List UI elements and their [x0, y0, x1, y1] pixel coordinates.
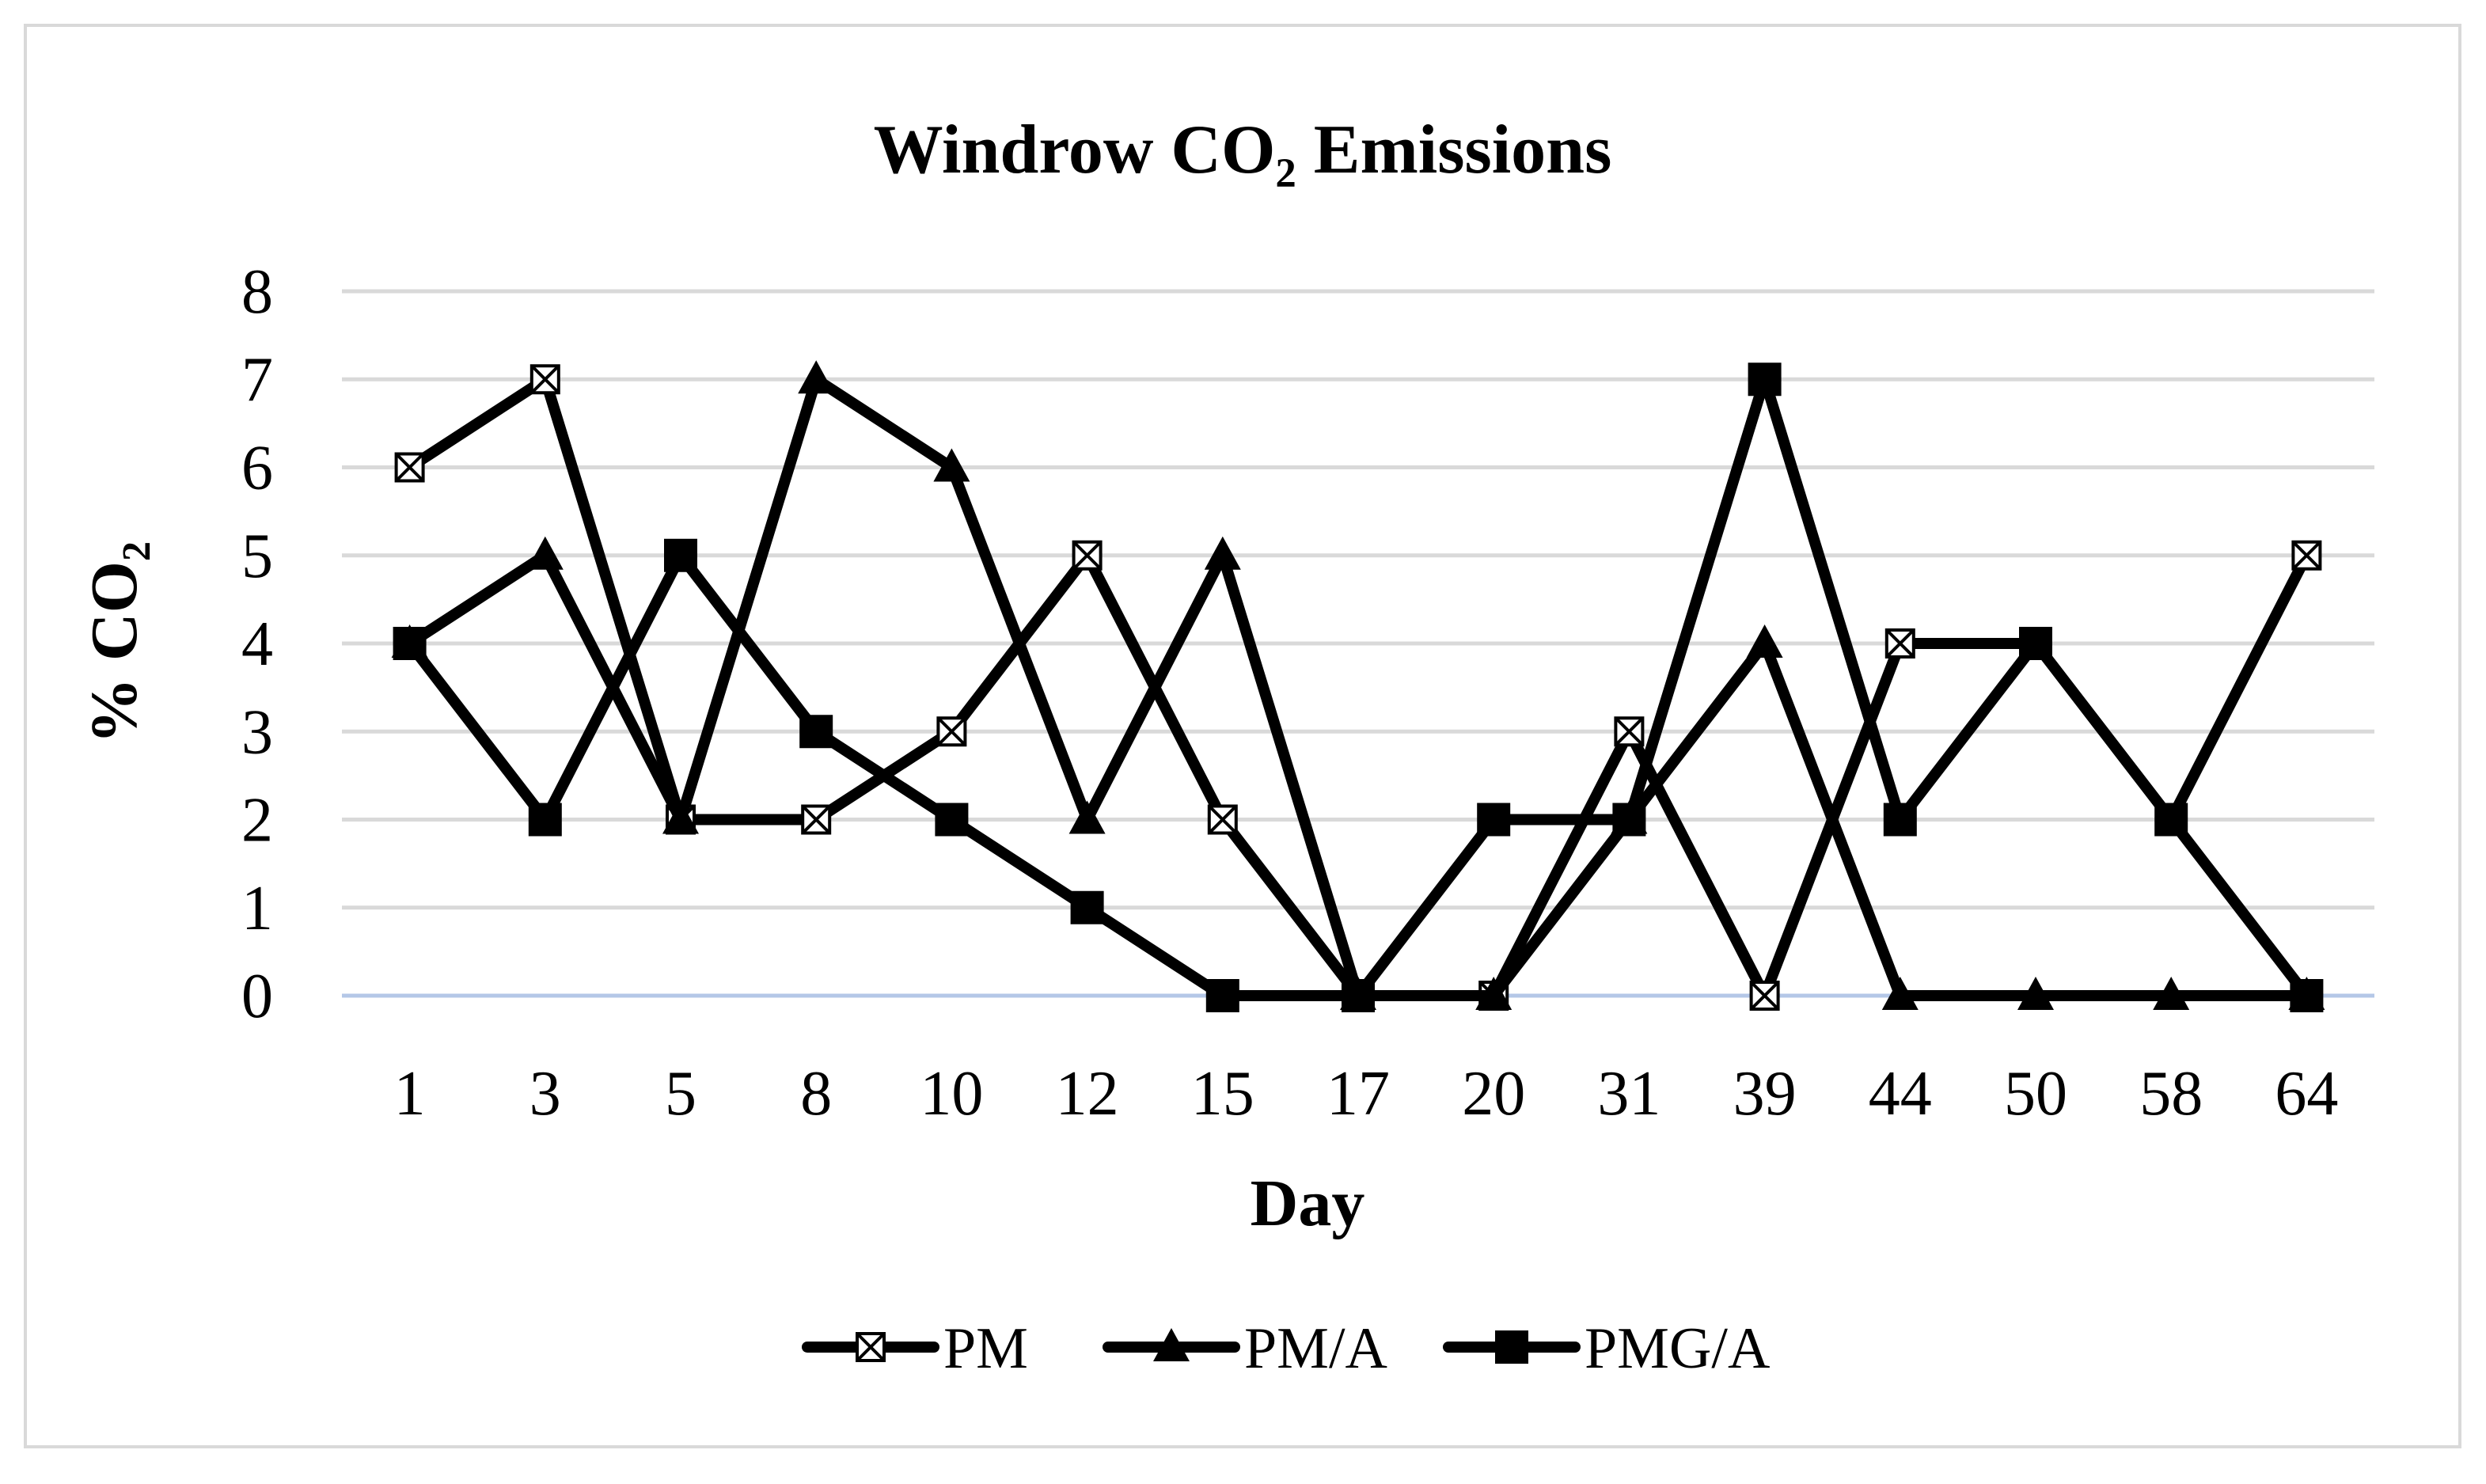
legend-item-pm: PM: [802, 1316, 1028, 1381]
marker-cross-b: [1885, 628, 1915, 659]
marker-cross-b: [1072, 541, 1103, 571]
data-point-pm-a: [1475, 977, 1512, 1010]
data-point-pmg-a: [2290, 979, 2324, 1012]
data-point-pm-a: [933, 448, 970, 482]
data-point-pm-a: [1881, 977, 1919, 1010]
marker-cross-b: [936, 716, 966, 746]
data-point-pm-a: [1204, 536, 1241, 570]
chart-frame: [24, 24, 2461, 1448]
data-point-pm: [2291, 540, 2322, 571]
data-point-pm-a: [1746, 624, 1783, 658]
legend: PM PM/A PMG/A: [802, 1316, 1770, 1381]
data-point-pm-a: [526, 536, 564, 570]
x-tick-label: 8: [800, 1059, 832, 1129]
data-point-pm: [1207, 804, 1238, 835]
series-line-pm: [404, 374, 2313, 1001]
x-axis-ticks: 1 3 5 8 10 12 15 17 20 31 39 44 50 58 64: [394, 1059, 2339, 1129]
data-point-pm-a: [662, 800, 699, 834]
data-point-pmg-a: [393, 627, 427, 660]
data-point-pmg-a: [1748, 362, 1782, 397]
series-pmg-a: [393, 362, 2324, 1012]
data-point-pm: [936, 716, 967, 747]
series-pm: [394, 364, 2322, 1011]
legend-marker-pm: [856, 1332, 886, 1362]
x-tick-label: 50: [2004, 1059, 2067, 1129]
data-point-pmg-a: [1883, 803, 1917, 837]
y-tick-label: 5: [241, 522, 273, 591]
data-point-pmg-a: [664, 538, 697, 572]
data-point-pmg-a: [1612, 803, 1646, 837]
data-point-pmg-a: [1205, 979, 1239, 1012]
data-point-pmg-a: [935, 803, 969, 837]
grid-lines: [342, 289, 2374, 998]
y-tick-label: 2: [241, 786, 273, 856]
legend-label-pm: PM: [943, 1316, 1028, 1381]
y-tick-label: 3: [241, 697, 273, 767]
series-pm-a: [391, 360, 2325, 1010]
marker-cross-b: [2291, 541, 2321, 571]
x-tick-label: 31: [1597, 1059, 1660, 1129]
x-tick-label: 1: [394, 1059, 426, 1129]
data-point-pm-a: [2017, 977, 2054, 1010]
data-point-pmg-a: [2154, 803, 2188, 837]
x-tick-label: 44: [1869, 1059, 1932, 1129]
x-tick-label: 64: [2275, 1059, 2338, 1129]
data-point-pm: [1072, 540, 1103, 571]
x-tick-label: 15: [1191, 1059, 1254, 1129]
data-point-pmg-a: [1477, 803, 1511, 837]
series-line-pm-a: [404, 374, 2313, 1001]
data-point-pm: [394, 452, 425, 483]
data-point-pm: [1614, 716, 1645, 747]
x-tick-label: 3: [529, 1059, 561, 1129]
y-tick-label: 0: [241, 962, 273, 1031]
data-point-pm-a: [2153, 977, 2190, 1010]
data-point-pm: [529, 364, 560, 395]
legend-item-pmg-a: PMG/A: [1443, 1316, 1770, 1381]
x-axis-label: Day: [1251, 1167, 1365, 1240]
data-point-pmg-a: [2019, 627, 2052, 660]
legend-marker-pm-a: [1153, 1328, 1190, 1361]
data-point-pmg-a: [1070, 890, 1104, 924]
legend-marker-pmg-a: [1495, 1330, 1528, 1364]
data-point-pm: [801, 804, 832, 835]
data-point-pmg-a: [799, 715, 833, 749]
data-point-pm-a: [1068, 800, 1106, 834]
legend-label-pmg-a: PMG/A: [1585, 1316, 1770, 1381]
x-tick-label: 17: [1326, 1059, 1390, 1129]
x-tick-label: 10: [920, 1059, 983, 1129]
x-tick-label: 20: [1462, 1059, 1525, 1129]
marker-cross-b: [856, 1332, 886, 1362]
marker-cross-b: [1614, 716, 1644, 746]
data-point-pm-a: [798, 360, 835, 394]
y-tick-label: 4: [241, 609, 273, 679]
y-tick-label: 1: [241, 874, 273, 943]
series-lines: [391, 360, 2325, 1012]
series-line-pmg-a: [404, 374, 2313, 1001]
data-point-pmg-a: [1342, 979, 1375, 1012]
x-tick-label: 39: [1733, 1059, 1797, 1129]
data-point-pm: [1884, 628, 1915, 659]
chart-title: Windrow CO₂ Emissions: [874, 112, 1612, 188]
x-tick-label: 12: [1056, 1059, 1119, 1129]
marker-cross-b: [395, 453, 425, 482]
marker-cross-b: [1208, 805, 1238, 834]
y-tick-label: 6: [241, 434, 273, 503]
data-point-pmg-a: [528, 803, 562, 837]
data-point-pm: [1749, 981, 1780, 1011]
marker-cross-b: [1750, 981, 1780, 1011]
marker-cross-b: [801, 805, 831, 834]
x-tick-label: 58: [2139, 1059, 2203, 1129]
legend-label-pm-a: PM/A: [1244, 1316, 1387, 1381]
y-tick-label: 8: [241, 257, 273, 327]
y-axis-label: % CO₂: [78, 541, 151, 744]
x-tick-label: 5: [665, 1059, 696, 1129]
y-tick-label: 7: [241, 345, 273, 415]
marker-cross-b: [530, 364, 560, 394]
legend-item-pm-a: PM/A: [1103, 1316, 1387, 1381]
y-axis-ticks: 0 1 2 3 4 5 6 7 8: [241, 257, 273, 1031]
